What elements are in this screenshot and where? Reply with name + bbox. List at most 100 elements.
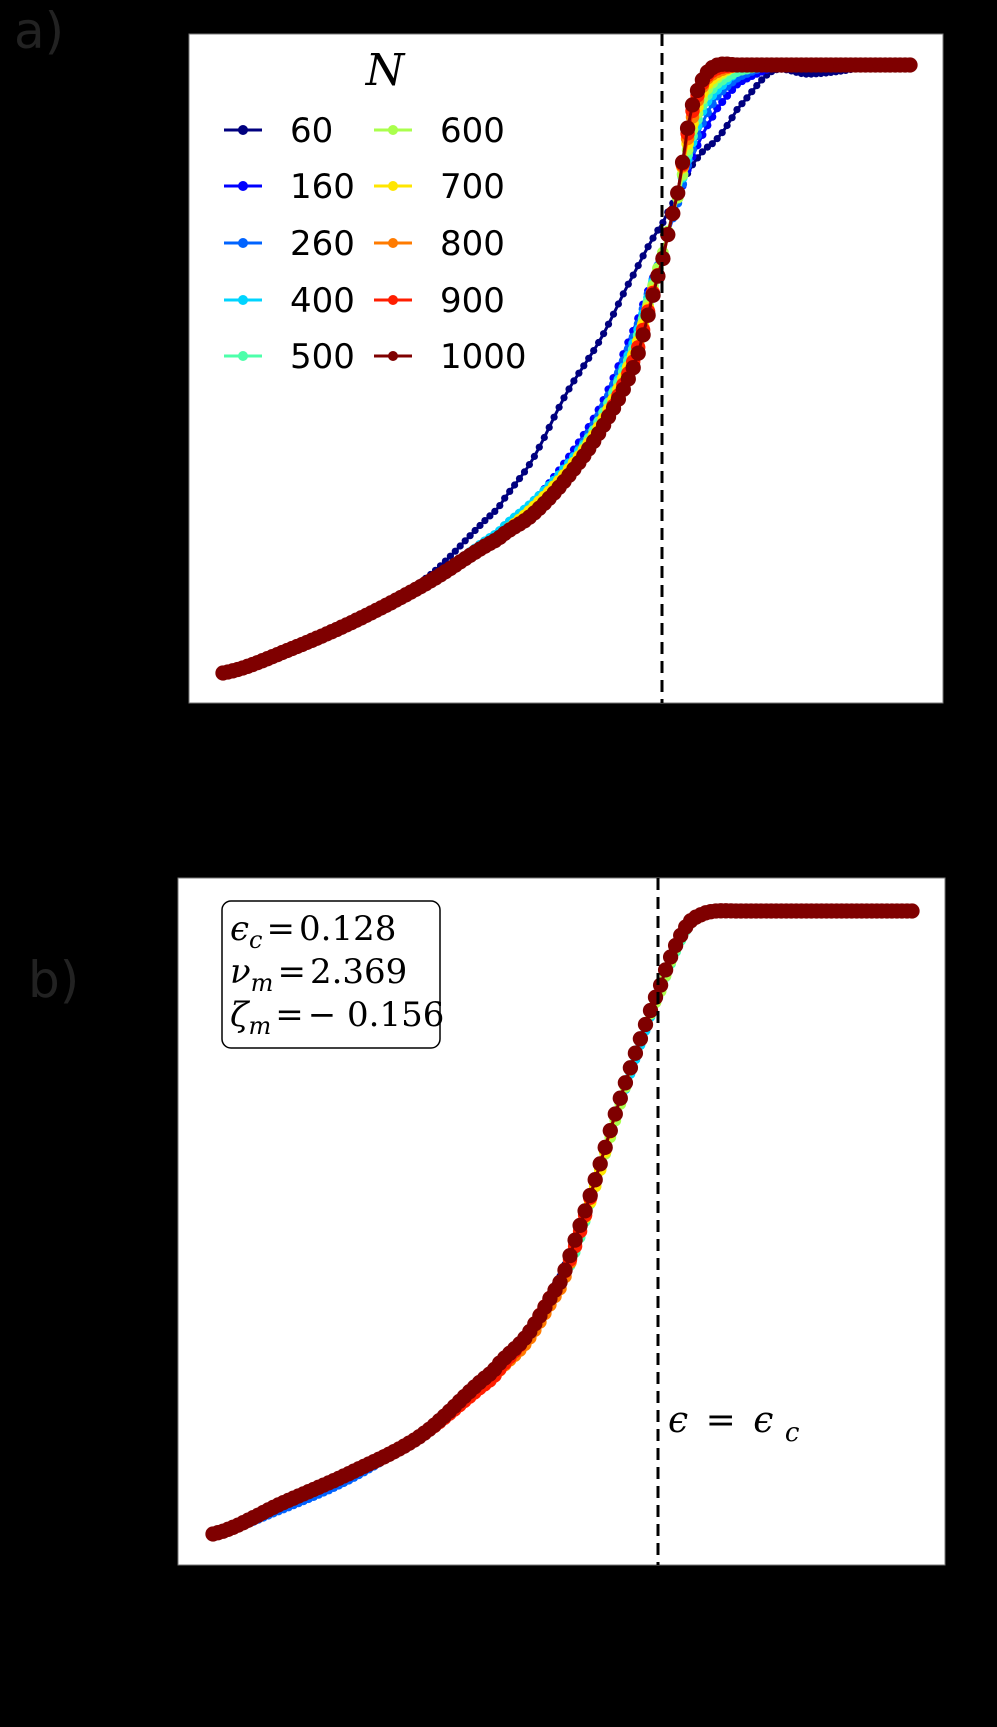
parameter-box-frame (221, 900, 441, 1049)
data-point (627, 1045, 644, 1061)
legend-label: 1000 (440, 337, 527, 377)
legend-marker-icon (388, 125, 398, 135)
data-point (456, 542, 464, 550)
data-point (684, 97, 701, 113)
data-point (733, 106, 741, 114)
legend-title: N (365, 45, 406, 96)
subscript-c: c (785, 1418, 800, 1448)
data-point (451, 547, 459, 555)
legend-label: 700 (440, 167, 505, 207)
data-point (486, 512, 494, 520)
data-point (619, 290, 627, 298)
data-point (461, 537, 469, 545)
legend-marker-icon (388, 351, 398, 361)
legend-entry-160: 160 (224, 167, 355, 207)
data-point (652, 977, 669, 993)
data-point (622, 1060, 639, 1076)
data-point (614, 300, 623, 308)
data-point (698, 148, 707, 156)
legend-entry-600: 600 (374, 111, 505, 151)
legend-entry-1000: 1000 (374, 337, 527, 377)
legend-marker-icon (238, 181, 248, 191)
legend-marker-icon (388, 238, 398, 248)
data-point (728, 114, 736, 122)
data-point (515, 475, 524, 483)
data-point (562, 1247, 578, 1264)
data-point (592, 1156, 608, 1172)
data-point (639, 252, 647, 260)
data-point (476, 521, 484, 530)
data-point (637, 1016, 654, 1033)
data-point (758, 76, 766, 84)
panel-b-series (205, 903, 920, 1542)
data-point (572, 1217, 588, 1234)
panel-a-axes (188, 33, 944, 704)
legend-marker-icon (388, 295, 398, 305)
data-point (642, 1002, 659, 1019)
panel-a-label: a) (14, 2, 65, 60)
panel-a-plot: N 60 160 260 400 500 600 700 800 900 1000 (188, 33, 944, 704)
data-point (635, 327, 651, 343)
data-point (723, 121, 731, 130)
svg-text:ϵ = ϵ: ϵ = ϵ c (668, 1400, 800, 1448)
legend-entry-260: 260 (224, 224, 355, 264)
data-point (718, 129, 726, 137)
data-point (630, 345, 646, 361)
legend-marker-icon (238, 351, 248, 361)
legend-label: 400 (290, 281, 355, 321)
data-point (632, 1031, 649, 1047)
data-point (555, 403, 563, 411)
data-point (585, 354, 593, 362)
data-point (590, 347, 598, 355)
data-point (491, 507, 499, 515)
panel-a-legend: N 60 160 260 400 500 600 700 800 900 1000 (224, 45, 527, 377)
legend-entry-500: 500 (224, 337, 355, 377)
data-point (466, 532, 474, 540)
data-point (902, 57, 918, 73)
epsilon-c-symbol: ϵ (753, 1400, 773, 1441)
data-point (565, 385, 573, 393)
panel-a-series (215, 56, 918, 681)
data-point (625, 360, 641, 376)
series-1000 (205, 903, 920, 1542)
data-point (665, 205, 681, 222)
legend-entry-60: 60 (224, 111, 333, 151)
data-point (657, 962, 674, 978)
data-point (597, 1139, 613, 1156)
data-point (670, 185, 686, 201)
data-point (510, 481, 519, 489)
data-point (674, 154, 691, 170)
data-point (679, 120, 696, 136)
parameter-line: ζm = − 0.156 (230, 995, 444, 1040)
data-point (718, 97, 727, 107)
data-point (446, 552, 454, 560)
legend-label: 900 (440, 281, 505, 321)
data-point (617, 1075, 634, 1091)
data-point (520, 468, 529, 476)
data-point (575, 369, 583, 377)
data-point (595, 338, 603, 347)
data-point (649, 234, 657, 242)
legend-marker-icon (238, 295, 248, 305)
data-point (609, 310, 618, 318)
data-point (708, 140, 716, 148)
legend-label: 500 (290, 337, 355, 377)
data-point (753, 82, 761, 90)
data-point (567, 1232, 583, 1248)
data-point (535, 443, 543, 451)
data-point (587, 1172, 603, 1188)
data-point (557, 1262, 573, 1278)
data-point (525, 461, 534, 469)
legend-label: 160 (290, 167, 355, 207)
data-point (612, 1090, 628, 1106)
legend-label: 600 (440, 111, 505, 151)
data-point (738, 100, 746, 108)
data-point (580, 362, 588, 370)
panel-b-label: b) (28, 951, 80, 1009)
legend-label: 800 (440, 224, 505, 264)
data-point (471, 526, 479, 535)
critical-line-label: ϵ = ϵ c (668, 1400, 800, 1448)
